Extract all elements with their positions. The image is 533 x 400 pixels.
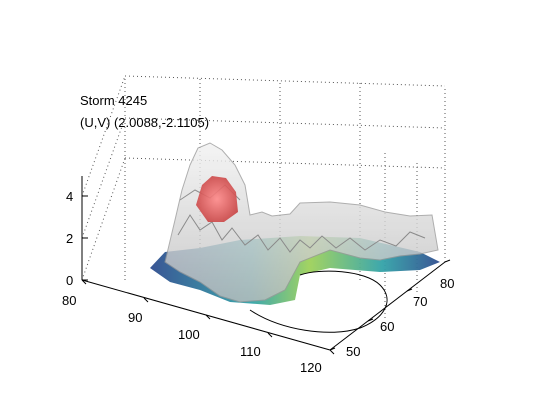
gray-surface xyxy=(164,142,439,303)
y-tick-label: 80 xyxy=(440,276,454,291)
x-tick-label: 90 xyxy=(128,310,142,325)
x-tick-label: 80 xyxy=(62,293,76,308)
peak-highlight xyxy=(196,176,238,222)
z-tick-label: 2 xyxy=(66,231,73,246)
x-tick-label: 120 xyxy=(300,360,322,375)
boundary-curve xyxy=(249,270,388,333)
y-axis xyxy=(329,261,446,351)
title-block: Storm 4245 (U,V) (2.0088,-2.1105) xyxy=(80,90,209,134)
x-tick-label: 100 xyxy=(178,327,200,342)
x-tick-label: 110 xyxy=(240,344,261,359)
x-ticks xyxy=(81,279,335,355)
y-tick-label: 50 xyxy=(346,344,360,359)
y-tick-label: 70 xyxy=(413,294,427,309)
chart-subtitle: (U,V) (2.0088,-2.1105) xyxy=(80,115,210,130)
z-tick-label: 4 xyxy=(66,189,73,204)
y-tick-label: 60 xyxy=(380,319,394,334)
z-ticks xyxy=(82,195,88,281)
chart-title: Storm 4245 xyxy=(80,93,148,108)
y-ticks xyxy=(329,259,451,351)
z-tick-label: 0 xyxy=(66,273,73,288)
